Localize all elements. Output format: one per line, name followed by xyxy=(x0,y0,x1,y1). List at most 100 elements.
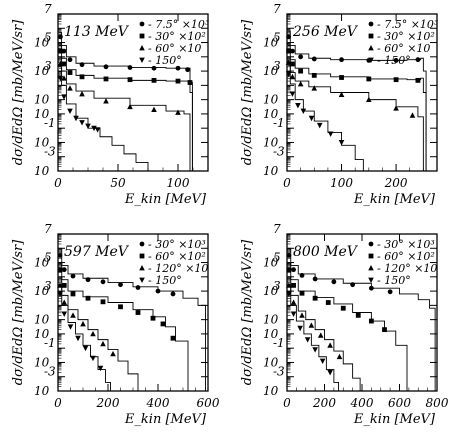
model-histogram xyxy=(59,284,111,391)
data-point xyxy=(57,253,63,258)
model-histogram xyxy=(287,247,436,391)
data-point xyxy=(79,90,85,97)
plot-frame xyxy=(286,13,438,172)
data-point xyxy=(61,94,67,100)
legend-label: - 60° ×10² xyxy=(377,250,435,263)
data-point xyxy=(70,273,76,279)
y-tick-label: 10 xyxy=(263,355,279,369)
y-tick-label: 10 xyxy=(34,284,50,298)
legend-label: - 150° xyxy=(148,274,182,287)
data-point xyxy=(127,77,133,83)
legend-marker xyxy=(139,57,145,63)
data-point xyxy=(58,48,63,54)
data-point xyxy=(67,85,73,91)
data-point xyxy=(338,140,345,146)
series-30° xyxy=(57,247,206,391)
data-point xyxy=(118,282,123,288)
data-point xyxy=(58,34,63,40)
legend-label: - 150° xyxy=(148,54,182,67)
y-tick-label: -1 xyxy=(273,116,285,130)
data-point xyxy=(312,347,318,353)
legend-label: - 60° ×10² xyxy=(148,250,206,263)
data-point xyxy=(103,98,109,104)
y-axis-label: dσ/dEdΩ [mb/MeV/sr] xyxy=(11,239,26,385)
data-point xyxy=(61,267,67,273)
data-point xyxy=(127,103,133,110)
data-point xyxy=(175,65,181,71)
data-point xyxy=(100,299,106,305)
y-tick-label: 10 xyxy=(34,164,50,178)
y-tick-label: 5 xyxy=(44,31,52,45)
y-axis-label: dσ/dEdΩ [mb/MeV/sr] xyxy=(11,19,26,165)
series-60° xyxy=(286,262,408,391)
data-point xyxy=(308,115,315,122)
y-tick-label: -1 xyxy=(44,336,56,350)
data-point xyxy=(300,108,307,115)
x-tick-label: 200 xyxy=(312,396,336,410)
data-point xyxy=(290,61,295,67)
data-point xyxy=(311,85,318,91)
data-point xyxy=(175,109,181,115)
model-histogram xyxy=(287,276,361,391)
data-point xyxy=(79,62,85,68)
data-point xyxy=(290,299,297,305)
legend-label: - 150° xyxy=(377,54,411,67)
data-point xyxy=(286,48,292,54)
legend: - 30° ×10³- 60° ×10²- 120° ×10- 150° xyxy=(368,238,437,287)
data-point xyxy=(366,96,372,103)
x-tick-label: 600 xyxy=(388,396,411,410)
data-point xyxy=(312,295,318,301)
y-tick-label: 10 xyxy=(34,327,50,341)
data-point xyxy=(289,91,296,97)
data-point xyxy=(110,350,116,357)
x-tick-label: 400 xyxy=(146,396,170,410)
data-point xyxy=(67,108,73,115)
energy-label: 597 MeV xyxy=(64,244,130,260)
data-point xyxy=(94,127,101,133)
x-tick-label: 100 xyxy=(330,176,353,190)
legend-marker xyxy=(368,45,374,51)
series-60° xyxy=(57,262,189,391)
y-tick-label: 3 xyxy=(44,59,52,73)
x-tick-label: 100 xyxy=(167,176,190,190)
legend: - 30° ×10³- 60° ×10²- 120° ×10- 150° xyxy=(139,238,208,287)
legend-marker xyxy=(139,253,145,259)
data-point xyxy=(415,77,421,83)
data-point xyxy=(286,291,292,297)
series-30° xyxy=(286,247,436,391)
data-point xyxy=(297,325,303,332)
data-point xyxy=(368,318,374,324)
data-point xyxy=(304,337,311,343)
data-point xyxy=(299,312,305,318)
data-point xyxy=(393,105,399,111)
data-point xyxy=(170,291,176,297)
series-120° xyxy=(286,276,361,391)
y-tick-label: 7 xyxy=(273,2,281,16)
data-point xyxy=(298,68,304,74)
data-point xyxy=(90,330,96,337)
y-tick-label: 10 xyxy=(34,93,50,107)
model-histogram xyxy=(59,262,189,391)
series-150° xyxy=(285,64,364,171)
data-point xyxy=(409,112,416,118)
y-tick-label: -3 xyxy=(44,365,56,379)
data-point xyxy=(100,279,106,285)
y-tick-label: 10 xyxy=(34,313,50,327)
y-tick-label: 3 xyxy=(273,279,281,293)
x-axis-label: E_kin [MeV] xyxy=(353,412,436,427)
data-point xyxy=(393,77,399,83)
data-point xyxy=(103,76,109,82)
y-tick-label: 10 xyxy=(263,284,279,298)
x-tick-label: 800 xyxy=(426,396,449,410)
data-point xyxy=(327,370,333,376)
series-7.5° xyxy=(286,30,427,171)
data-point xyxy=(80,320,86,327)
legend-marker xyxy=(139,265,145,271)
legend-label: - 60° ×10 xyxy=(148,42,201,55)
data-point xyxy=(85,123,91,130)
data-point xyxy=(336,353,343,360)
data-point xyxy=(291,282,296,288)
series-120° xyxy=(57,276,139,391)
